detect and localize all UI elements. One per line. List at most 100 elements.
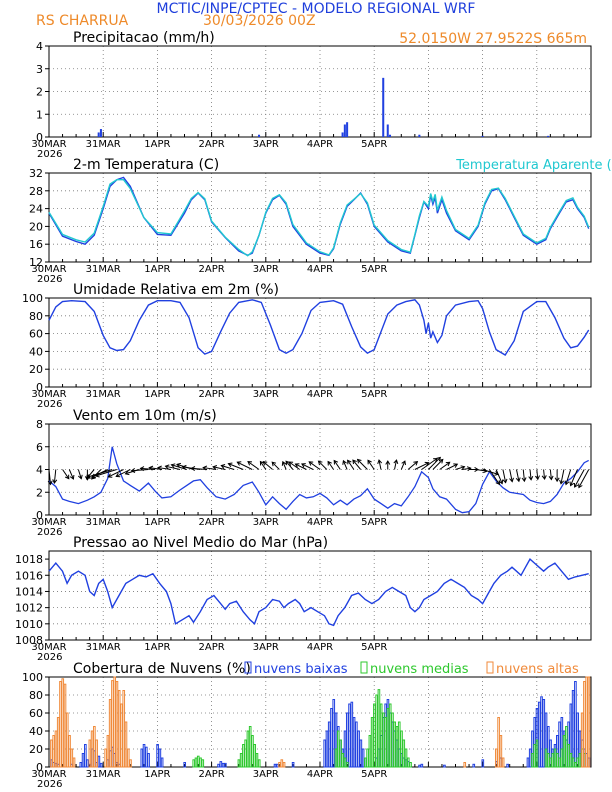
y-tick-label: 100 bbox=[22, 671, 43, 684]
y-tick-label: 28 bbox=[29, 185, 43, 198]
cloud-bar-nuvens-baixas bbox=[537, 701, 541, 768]
cloud-bar-nuvens-altas bbox=[93, 726, 96, 768]
cloud-bar-nuvens-baixas bbox=[506, 763, 509, 768]
wind-arrow-head bbox=[271, 461, 277, 467]
wind-arrow-head bbox=[308, 461, 314, 466]
wind-arrow bbox=[565, 469, 572, 485]
wind-arrow-head bbox=[259, 460, 265, 466]
cloud-bar-nuvens-medias bbox=[201, 759, 205, 768]
x-tick-label: 1APR bbox=[144, 389, 170, 400]
precip-bar bbox=[388, 134, 392, 137]
y-tick-label: 3 bbox=[36, 63, 43, 76]
wind-arrow-head bbox=[139, 466, 145, 472]
panel-frame bbox=[48, 550, 592, 641]
wind-arrow-head bbox=[502, 478, 508, 484]
cloud-bar-nuvens-baixas bbox=[325, 730, 329, 768]
cloud-bar-nuvens-medias bbox=[576, 757, 579, 768]
wind-arrow bbox=[574, 469, 585, 488]
cloud-bar-nuvens-medias bbox=[567, 744, 570, 768]
y-tick-label: 60 bbox=[29, 328, 43, 341]
cloud-bar-nuvens-medias bbox=[255, 753, 259, 768]
panel-title: Cobertura de Nuvens (%) bbox=[73, 661, 251, 677]
x-tick-label: 1APR bbox=[144, 769, 170, 780]
cloud-bar-nuvens-altas bbox=[59, 681, 62, 768]
wind-arrow-head bbox=[327, 460, 332, 466]
cloud-bar-nuvens-medias bbox=[251, 735, 254, 768]
x-tick-label: 30MAR bbox=[31, 642, 66, 653]
wind-arrow-head bbox=[107, 473, 113, 478]
x-tick-label: 1APR bbox=[144, 517, 170, 528]
wind-arrow bbox=[318, 460, 328, 470]
cloud-bar-nuvens-medias bbox=[395, 726, 399, 768]
cloud-bar-nuvens-medias bbox=[382, 712, 385, 768]
cloud-bar-nuvens-baixas bbox=[84, 744, 87, 768]
cloud-bar-nuvens-baixas bbox=[443, 764, 446, 768]
x-tick-label: 5APR bbox=[361, 517, 387, 528]
y-tick-label: 0 bbox=[36, 509, 43, 522]
y-tick-label: 1010 bbox=[15, 618, 43, 631]
wind-arrow-head bbox=[569, 481, 575, 487]
wind-arrow-head bbox=[413, 460, 419, 466]
cloud-bar-nuvens-altas bbox=[56, 717, 60, 768]
cloud-bar-nuvens-baixas bbox=[540, 696, 543, 768]
y-tick-label: 16 bbox=[29, 238, 43, 251]
wind-arrow-head bbox=[438, 458, 444, 464]
cloud-bar-nuvens-baixas bbox=[221, 762, 225, 768]
y-tick-label: 20 bbox=[29, 220, 43, 233]
wind-arrow-head bbox=[554, 477, 560, 483]
cloud-bar-nuvens-medias bbox=[237, 759, 241, 768]
x-year-label: 2026 bbox=[37, 779, 62, 790]
cloud-bar-nuvens-medias bbox=[397, 721, 401, 768]
cloud-bar-nuvens-baixas bbox=[359, 739, 363, 768]
cloud-bar-nuvens-medias bbox=[560, 748, 564, 768]
wind-arrow-head bbox=[220, 464, 226, 469]
cloud-bar-nuvens-baixas bbox=[361, 748, 365, 768]
cloud-bar-nuvens-baixas bbox=[99, 762, 103, 768]
wind-arrow-head bbox=[317, 460, 323, 466]
wind-arrow bbox=[237, 461, 253, 470]
wind-arrow bbox=[228, 463, 244, 470]
cloud-bar-nuvens-baixas bbox=[224, 762, 227, 768]
cloud-bar-nuvens-medias bbox=[544, 748, 548, 768]
cloud-bar-nuvens-baixas bbox=[526, 757, 530, 768]
cloud-bar-nuvens-medias bbox=[373, 703, 376, 768]
cloud-bar-nuvens-baixas bbox=[217, 763, 220, 768]
wind-arrow bbox=[68, 469, 74, 480]
cloud-bar-nuvens-altas bbox=[65, 712, 69, 768]
wind-arrow bbox=[455, 466, 465, 470]
legend-label: nuvens medias bbox=[370, 662, 469, 677]
cloud-bar-nuvens-medias bbox=[248, 726, 252, 768]
wind-arrow bbox=[400, 460, 406, 470]
cloud-bar-nuvens-baixas bbox=[528, 748, 532, 768]
wind-arrow-head bbox=[212, 465, 218, 470]
panel-6: 0 20 40 60 80 100 30MAR 31MAR 1APR 2APR 3APR 4APR 5A… bbox=[22, 661, 592, 790]
cloud-bar-nuvens-altas bbox=[585, 676, 588, 768]
wind-arrow bbox=[543, 469, 546, 480]
cloud-bar-nuvens-altas bbox=[52, 735, 56, 768]
wind-arrow bbox=[221, 465, 235, 470]
cloud-bar-nuvens-altas bbox=[129, 759, 132, 768]
cloud-bar-nuvens-medias bbox=[242, 744, 245, 768]
y-tick-label: 1014 bbox=[15, 585, 43, 598]
wind-arrow-head bbox=[124, 470, 130, 476]
y-tick-label: 1008 bbox=[15, 634, 43, 647]
panel-title: Vento em 10m (m/s) bbox=[73, 408, 217, 424]
wind-arrow bbox=[446, 463, 458, 470]
cloud-bar-nuvens-baixas bbox=[348, 703, 351, 768]
cloud-bar-nuvens-altas bbox=[50, 739, 53, 768]
cloud-bar-nuvens-altas bbox=[113, 676, 117, 768]
cloud-bar-nuvens-altas bbox=[122, 690, 126, 768]
y-tick-label: 1016 bbox=[15, 569, 43, 582]
location-label: RS CHARRUA bbox=[36, 13, 129, 29]
run-date-label: 30/03/2026 00Z bbox=[203, 13, 316, 29]
cloud-bar-nuvens-altas bbox=[117, 690, 121, 768]
cloud-bar-nuvens-altas bbox=[111, 680, 114, 768]
wind-arrow bbox=[165, 465, 181, 470]
panel-title: Pressao ao Nivel Medio do Mar (hPa) bbox=[73, 535, 328, 551]
wind-arrow bbox=[288, 461, 300, 470]
x-tick-label: 4APR bbox=[307, 139, 333, 150]
cloud-bar-nuvens-altas bbox=[95, 739, 98, 768]
x-tick-label: 3APR bbox=[253, 642, 279, 653]
x-tick-label: 5APR bbox=[361, 769, 387, 780]
series-line-Umidade-Relativa bbox=[48, 299, 590, 356]
